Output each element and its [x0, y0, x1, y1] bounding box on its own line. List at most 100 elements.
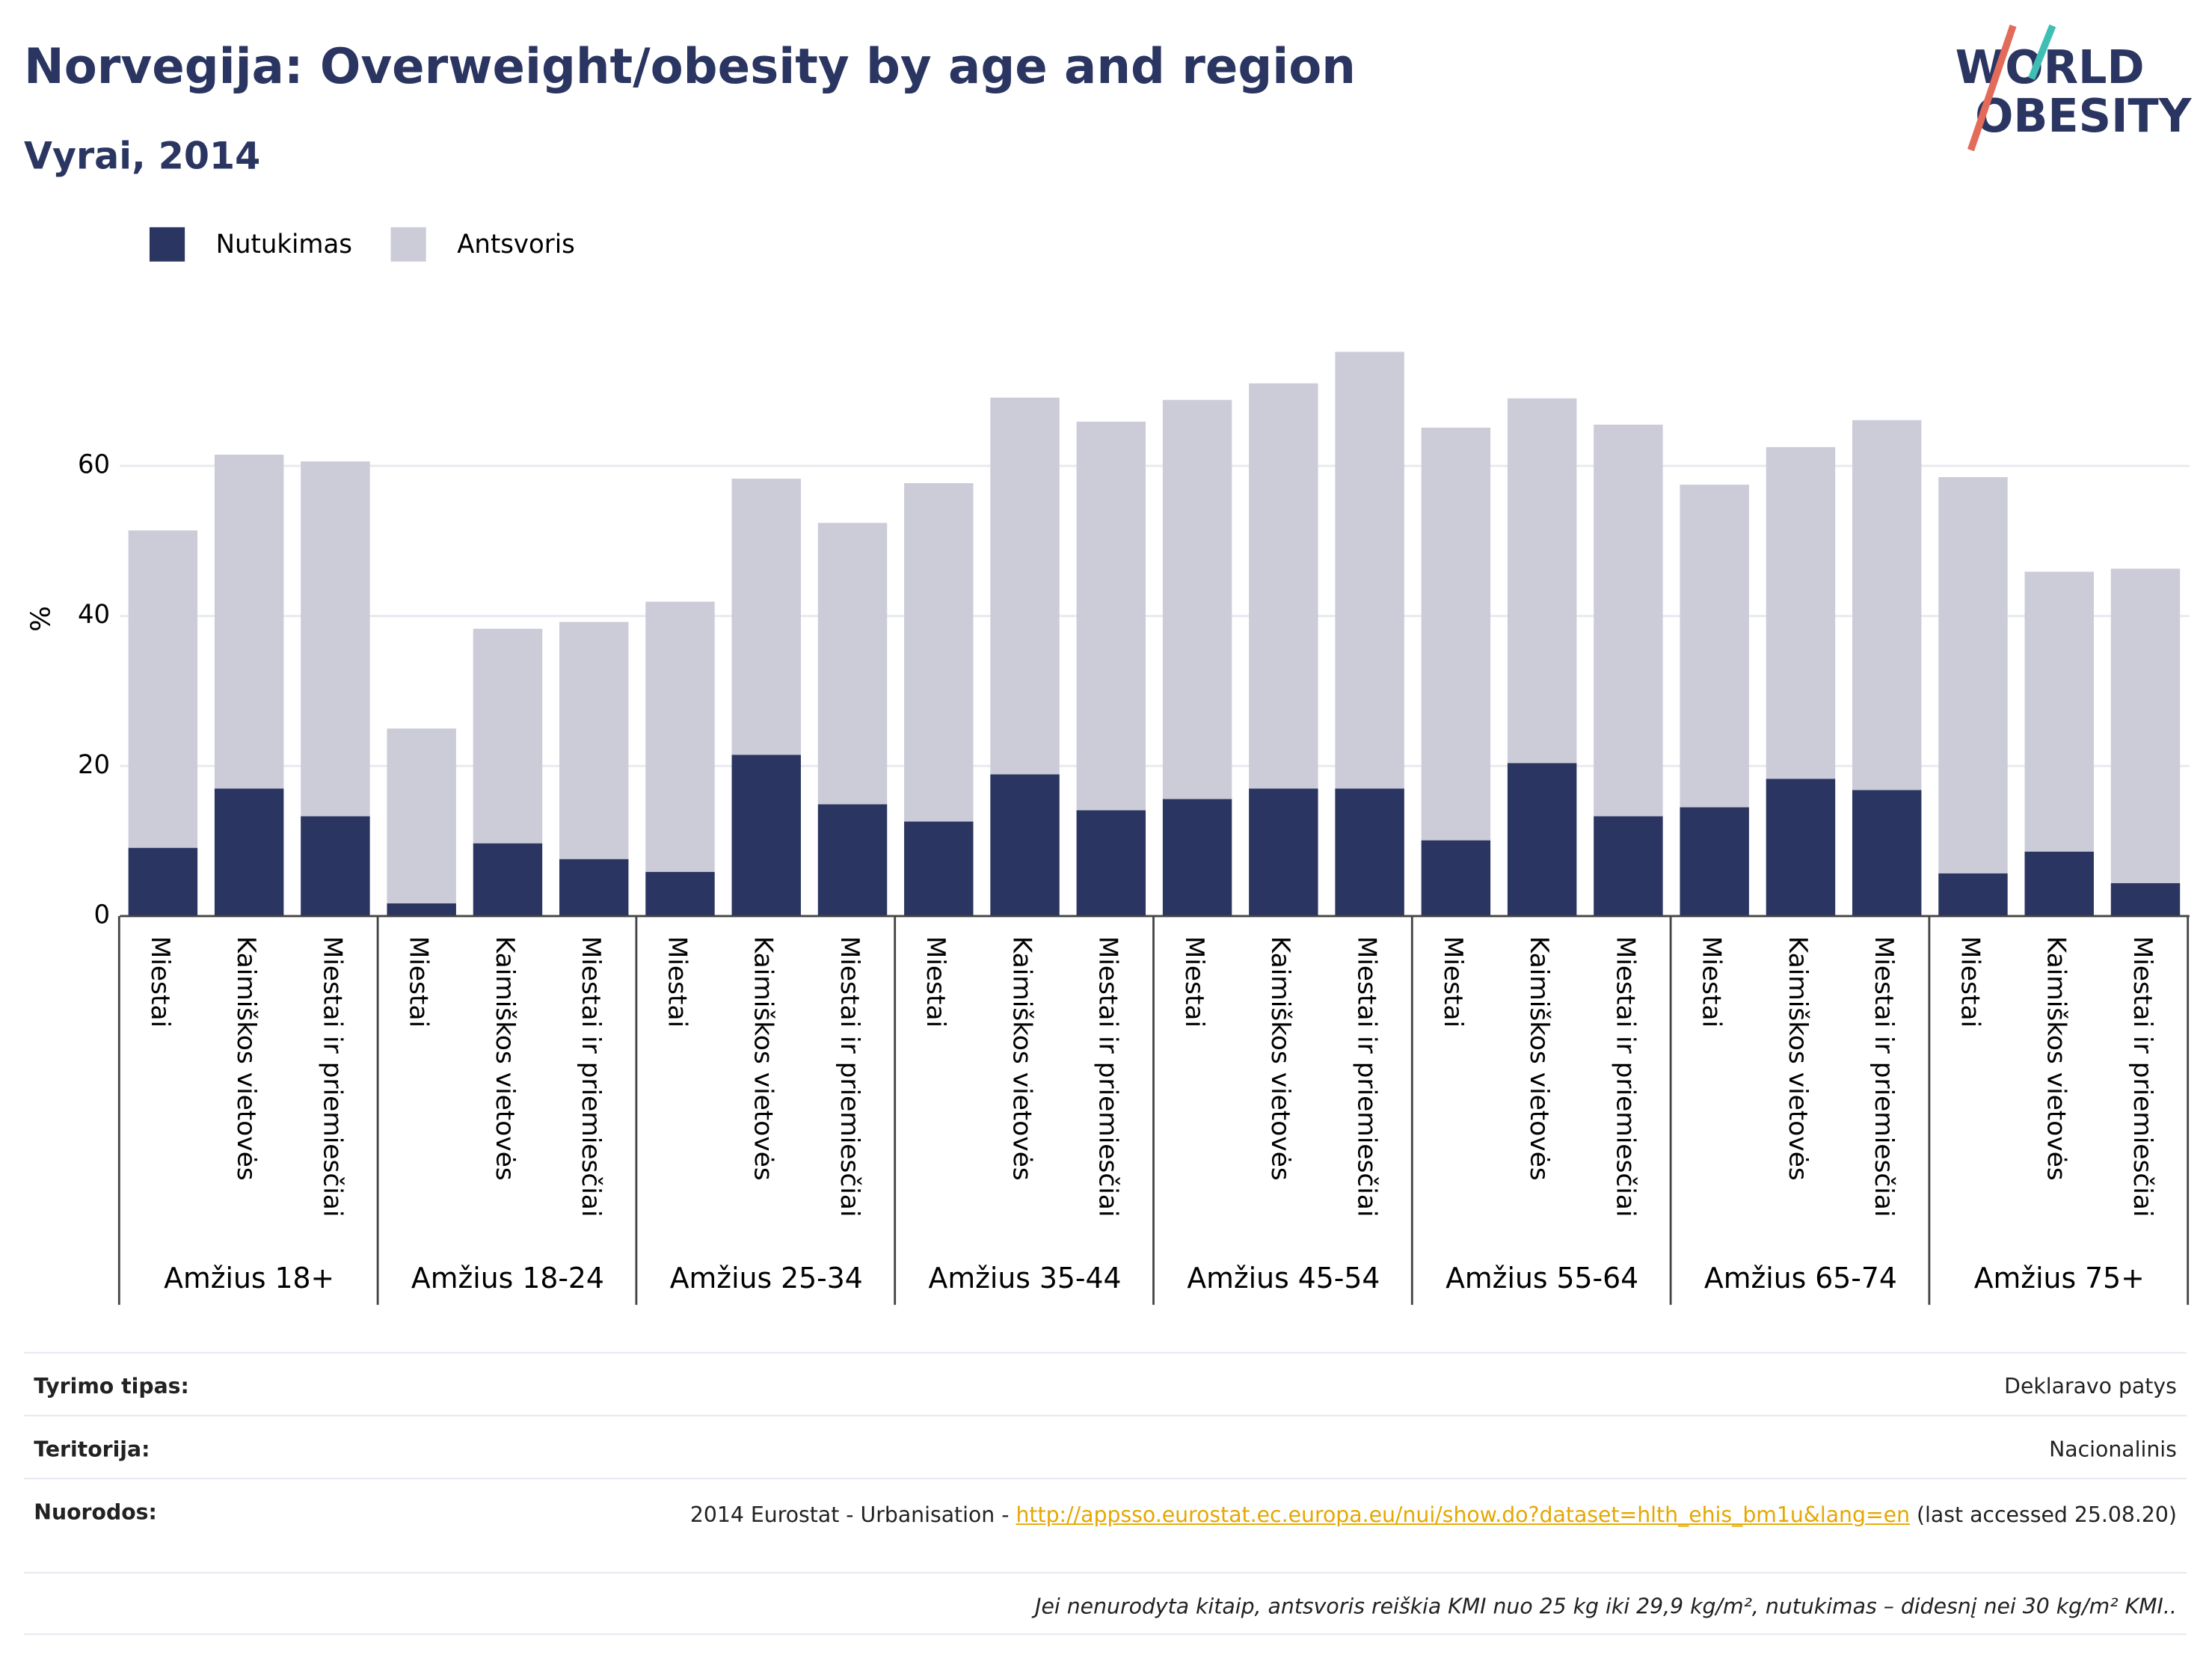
group-label: Amžius 65-74 [1704, 1262, 1897, 1295]
chart-subtitle: Vyrai, 2014 [24, 134, 260, 177]
x-tick-label: Miestai ir priemiesčiai [317, 936, 347, 1218]
logo-slash [2028, 24, 2056, 80]
logo-text: OBESITY [1975, 90, 2192, 142]
logo: WORLD OBESITY [1956, 24, 2192, 152]
bar-segment [1507, 763, 1577, 916]
legend-swatch [149, 227, 185, 262]
info-value: Deklaravo patys [2004, 1373, 2177, 1399]
bar-segment [904, 821, 974, 916]
group-label: Amžius 25-34 [670, 1262, 863, 1295]
bar-segment [1421, 427, 1491, 841]
bar-segment [473, 843, 543, 916]
x-tick-label: Miestai [1438, 936, 1468, 1028]
bar-segment [2110, 568, 2181, 883]
info-row: Nuorodos: 2014 Eurostat - Urbanisation - … [24, 1477, 2187, 1572]
note: Jei nenurodyta kitaip, antsvoris reiškia… [1035, 1593, 2177, 1620]
bar-segment [1938, 873, 2008, 916]
x-tick-label: Miestai ir priemiesčiai [835, 936, 864, 1218]
bar-segment [645, 871, 715, 916]
x-tick-label: Miestai [404, 936, 434, 1028]
bar-segment [1249, 383, 1318, 789]
bar-segment [904, 483, 974, 822]
bar-segment [387, 728, 456, 903]
x-tick-label: Miestai [921, 936, 950, 1028]
x-tick-label: Kaimiškos vietovės [1007, 936, 1037, 1181]
x-tick-label: Miestai [1179, 936, 1209, 1028]
bar-segment [1421, 840, 1491, 916]
note-row: Jei nenurodyta kitaip, antsvoris reiškia… [24, 1572, 2187, 1636]
bar-segment [559, 859, 629, 916]
source-link[interactable]: http://appsso.eurostat.ec.europa.eu/nui/… [1016, 1502, 1911, 1528]
bar-segment [1076, 810, 1146, 916]
bar-segment [990, 397, 1060, 775]
x-tick-label: Kaimiškos vietovės [490, 936, 520, 1181]
group-label: Amžius 55-64 [1446, 1262, 1638, 1295]
bar-segment [301, 816, 370, 916]
bar-segment [645, 601, 715, 872]
bar-segment [1766, 446, 1836, 779]
legend-label: Nutukimas [216, 230, 352, 260]
source-text: (last accessed 25.08.20) [1910, 1502, 2177, 1528]
bar-segment [817, 523, 888, 805]
bar-segment [128, 530, 198, 848]
bar-segment [559, 621, 629, 859]
group-label: Amžius 45-54 [1187, 1262, 1380, 1295]
source-text: 2014 Eurostat - Urbanisation - [689, 1502, 1016, 1528]
x-tick-label: Kaimiškos vietovės [231, 936, 261, 1181]
x-tick-label: Miestai [1697, 936, 1727, 1028]
bar-segment [817, 804, 888, 916]
bar-segment [1852, 420, 1922, 790]
info-row: Tyrimo tipas: Deklaravo patys [24, 1351, 2187, 1415]
bar-segment [387, 903, 456, 916]
info-label: Teritorija: [34, 1436, 150, 1462]
bar-segment [1594, 816, 1663, 916]
bar-segment [2024, 851, 2094, 916]
bar-segment [1938, 477, 2008, 873]
legend-swatch [390, 227, 426, 262]
group-label: Amžius 75+ [1974, 1262, 2145, 1295]
x-tick-label: Kaimiškos vietovės [1783, 936, 1813, 1181]
bar-segment [1680, 807, 1749, 916]
bar-segment [1852, 790, 1922, 916]
bar-segment [214, 454, 284, 789]
x-tick-label: Kaimiškos vietovės [1265, 936, 1295, 1181]
info-label: Tyrimo tipas: [34, 1373, 189, 1399]
group-label: Amžius 18+ [164, 1262, 334, 1295]
chart-title: Norvegija: Overweight/obesity by age and… [24, 38, 1356, 94]
info-value: Nacionalinis [2049, 1436, 2177, 1462]
bar-segment [990, 774, 1060, 916]
group-label: Amžius 35-44 [929, 1262, 1122, 1295]
x-tick-label: Miestai [1955, 936, 1985, 1028]
bar-segment [473, 628, 543, 844]
group-label: Amžius 18-24 [411, 1262, 604, 1295]
x-tick-label: Miestai ir priemiesčiai [1352, 936, 1382, 1218]
logo-text: WORLD [1956, 41, 2145, 93]
info-value: 2014 Eurostat - Urbanisation - http://ap… [639, 1499, 2177, 1572]
logo-slash [1967, 24, 2017, 152]
bar-segment [1335, 788, 1404, 916]
x-tick-label: Miestai ir priemiesčiai [1610, 936, 1640, 1218]
info-label: Nuorodos: [34, 1499, 157, 1526]
bar-segment [1594, 424, 1663, 817]
x-tick-label: Kaimiškos vietovės [2042, 936, 2071, 1181]
y-tick-label: 20 [78, 750, 110, 780]
bar-segment [1076, 421, 1146, 811]
y-tick-label: 0 [94, 900, 111, 930]
y-tick-label: 40 [78, 600, 110, 630]
bar-segment [1162, 799, 1232, 916]
x-tick-label: Miestai ir priemiesčiai [1093, 936, 1123, 1218]
x-tick-label: Miestai ir priemiesčiai [576, 936, 606, 1218]
bar-segment [2110, 882, 2181, 916]
x-tick-label: Kaimiškos vietovės [1524, 936, 1554, 1181]
bar-segment [301, 461, 370, 817]
y-axis-label: % [25, 606, 57, 632]
bar-segment [1335, 351, 1404, 789]
y-tick-label: 60 [78, 449, 110, 479]
bar-segment [2024, 571, 2094, 852]
bar-segment [1249, 788, 1318, 916]
bar-segment [1162, 399, 1232, 799]
chart: Norvegija: Overweight/obesity by age and… [24, 24, 2192, 1305]
bar-segment [731, 479, 801, 755]
bar-segment [1507, 398, 1577, 764]
